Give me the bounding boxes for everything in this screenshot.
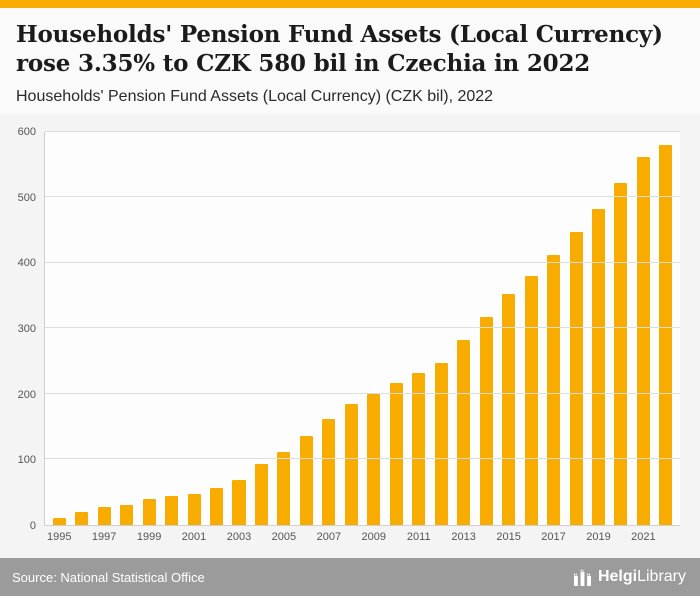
bar-slot-2000: [160, 132, 182, 525]
bar-2012: [434, 363, 448, 525]
y-tick-label: 500: [17, 191, 36, 204]
bar-slot-2017: 2017: [541, 132, 566, 543]
x-tick-label: 1997: [91, 531, 117, 543]
x-tick-label: 2005: [271, 531, 297, 543]
gridline: [45, 261, 680, 263]
x-tick-label: 2009: [361, 531, 387, 543]
bar-slot-2013: 2013: [451, 132, 476, 543]
bar-slot-2019: 2019: [586, 132, 611, 543]
y-axis: 0 100 200 300 400 500 600: [6, 126, 42, 532]
bar-2007: [322, 418, 336, 525]
bar-2019: [591, 208, 605, 525]
gridline: [45, 196, 680, 198]
bar-2015: [502, 294, 516, 525]
bar-slot-2004: [250, 132, 272, 525]
source-label: Source: National Statistical Office: [12, 569, 205, 585]
x-tick-label: 2017: [541, 531, 566, 543]
bar-2001: [187, 493, 201, 525]
gridline: [45, 458, 680, 460]
bar-slot-2011: 2011: [407, 132, 431, 543]
chart-subtitle: Households' Pension Fund Assets (Local C…: [16, 87, 494, 105]
bar-slot-1998: [115, 132, 137, 525]
bar-slot-1995: 1995: [47, 132, 71, 543]
bar-2000: [165, 496, 179, 525]
helgi-castle-icon: [573, 569, 592, 586]
x-tick-label: 1999: [136, 531, 162, 543]
bar-1995: [52, 518, 66, 525]
bar-2011: [412, 373, 426, 525]
bar-slot-2009: 2009: [362, 132, 386, 543]
y-tick-label: 100: [17, 454, 36, 467]
plot-area: 1995 1997 1999 2001 2003 2005 2007 2009 2011 2013…: [44, 130, 680, 543]
bar-2022: [659, 144, 673, 525]
bar-2008: [344, 403, 358, 525]
bar-2014: [479, 316, 493, 525]
x-tick-label: 2011: [406, 531, 431, 543]
y-tick-label: 400: [17, 257, 36, 270]
bar-2005: [277, 451, 291, 525]
bar-slot-2022: [655, 132, 677, 525]
bar-slot-1999: 1999: [137, 132, 161, 543]
bar-2020: [614, 182, 628, 525]
page-title: Households' Pension Fund Assets (Local C…: [16, 21, 663, 78]
bar-slot-2018: [565, 132, 587, 525]
bar-2002: [210, 488, 224, 525]
logo-text: HelgiLibrary: [598, 568, 686, 586]
bar-2018: [569, 232, 583, 525]
bar-slot-2012: [430, 132, 452, 525]
bar-1998: [120, 504, 134, 525]
bar-slot-1996: [70, 132, 92, 525]
x-tick-label: 2001: [181, 531, 207, 543]
x-tick-label: 2007: [316, 531, 342, 543]
gridline: [45, 327, 680, 329]
bar-1996: [75, 511, 89, 525]
bar-2017: [547, 255, 561, 525]
x-tick-label: 1995: [46, 531, 72, 543]
x-tick-label: 2003: [226, 531, 252, 543]
bar-2009: [367, 393, 381, 525]
top-accent-strip: [0, 0, 700, 8]
bar-slot-2010: [385, 132, 407, 525]
x-tick-label: 2013: [451, 531, 476, 543]
helgi-library-logo: HelgiLibrary: [573, 568, 686, 586]
bar-slot-2002: [205, 132, 227, 525]
bar-1997: [97, 506, 111, 525]
bar-slot-1997: 1997: [92, 132, 116, 543]
bar-slot-2007: 2007: [317, 132, 341, 543]
bar-slot-2005: 2005: [272, 132, 296, 543]
x-tick-label: 2021: [631, 531, 656, 543]
bar-slot-2016: [520, 132, 542, 525]
logo-text-helgi: Helgi: [597, 568, 638, 585]
bar-slot-2008: [340, 132, 362, 525]
bar-2010: [389, 383, 403, 525]
bar-slot-2020: [610, 132, 632, 525]
bar-slot-2021: 2021: [631, 132, 656, 543]
gridline: [45, 392, 680, 394]
bar-2013: [457, 339, 471, 525]
x-tick-label: 2015: [496, 531, 521, 543]
bar-2021: [636, 157, 650, 525]
x-tick-label: 2019: [586, 531, 611, 543]
bar-2006: [299, 435, 313, 525]
gridline: [45, 130, 680, 132]
chart-header: Households' Pension Fund Assets (Local C…: [0, 8, 700, 114]
footer-bar: Source: National Statistical Office: [0, 558, 700, 596]
y-tick-label: 300: [17, 322, 36, 335]
bar-2016: [524, 276, 538, 525]
y-tick-label: 600: [17, 125, 36, 138]
bar-slot-2001: 2001: [182, 132, 206, 543]
bar-2004: [254, 464, 268, 525]
y-tick-label: 0: [29, 520, 36, 532]
y-tick-label: 200: [17, 388, 36, 401]
bars: 1995 1997 1999 2001 2003 2005 2007 2009 2011 2013…: [45, 132, 680, 543]
bar-chart: 0 100 200 300 400 500 600 1995 1997 1999 2001 2003…: [6, 118, 694, 558]
bar-slot-2015: 2015: [496, 132, 521, 543]
bar-1999: [142, 499, 156, 525]
bar-slot-2003: 2003: [227, 132, 251, 543]
bar-slot-2006: [295, 132, 317, 525]
bar-2003: [232, 479, 246, 525]
bar-slot-2014: [475, 132, 497, 525]
logo-text-library: Library: [637, 568, 686, 585]
